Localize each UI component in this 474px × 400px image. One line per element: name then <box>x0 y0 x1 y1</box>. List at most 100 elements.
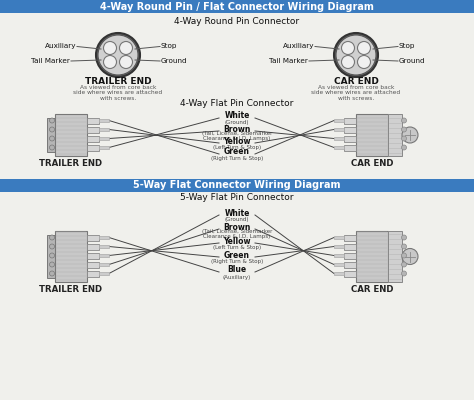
Circle shape <box>49 235 55 240</box>
Text: Green: Green <box>224 250 250 260</box>
Circle shape <box>401 118 407 123</box>
Bar <box>344 126 356 132</box>
Bar <box>334 128 344 131</box>
Bar <box>356 114 388 156</box>
Text: (Right Turn & Stop): (Right Turn & Stop) <box>211 260 263 264</box>
Bar <box>344 270 356 276</box>
Circle shape <box>402 127 418 143</box>
Text: CAR END: CAR END <box>351 286 393 294</box>
Text: As viewed from core back
side where wires are attached
with screws.: As viewed from core back side where wire… <box>311 85 401 101</box>
Bar <box>334 137 344 140</box>
Text: (Auxiliary): (Auxiliary) <box>223 274 251 280</box>
Text: 4-Way Round Pin Connector: 4-Way Round Pin Connector <box>174 18 300 26</box>
Bar <box>334 254 344 257</box>
Text: Ground: Ground <box>161 58 188 64</box>
Text: (Ground): (Ground) <box>225 218 249 222</box>
Circle shape <box>402 248 418 264</box>
Circle shape <box>401 145 407 150</box>
Bar <box>99 272 109 275</box>
Circle shape <box>336 35 376 75</box>
Text: (Tail, License, Sidemarker
Clearance & I.D. Lamps): (Tail, License, Sidemarker Clearance & I… <box>202 130 272 141</box>
Circle shape <box>49 244 55 249</box>
Text: Yellow: Yellow <box>223 136 251 146</box>
Text: Stop: Stop <box>399 43 416 49</box>
Bar <box>99 245 109 248</box>
Text: As viewed from core back
side where wires are attached
with screws.: As viewed from core back side where wire… <box>73 85 163 101</box>
Text: CAR END: CAR END <box>351 160 393 168</box>
Bar <box>87 136 99 142</box>
Circle shape <box>334 33 378 77</box>
Text: (Ground): (Ground) <box>225 120 249 125</box>
Bar <box>99 254 109 257</box>
Circle shape <box>96 33 140 77</box>
Text: Tail Marker: Tail Marker <box>269 58 308 64</box>
Circle shape <box>49 271 55 276</box>
Text: White: White <box>224 112 250 120</box>
Circle shape <box>357 56 371 68</box>
Text: TRAILER END: TRAILER END <box>39 160 102 168</box>
Bar <box>87 244 99 250</box>
Bar <box>99 137 109 140</box>
Bar <box>334 272 344 275</box>
Bar <box>87 262 99 268</box>
Bar <box>55 114 87 156</box>
Circle shape <box>401 262 407 267</box>
Circle shape <box>401 271 407 276</box>
Circle shape <box>49 118 55 123</box>
Circle shape <box>401 244 407 249</box>
Text: CAR END: CAR END <box>334 78 378 86</box>
Bar <box>87 270 99 276</box>
Bar <box>344 244 356 250</box>
Circle shape <box>357 42 371 54</box>
Bar <box>388 231 402 282</box>
Text: Brown: Brown <box>223 124 251 134</box>
Circle shape <box>49 253 55 258</box>
Circle shape <box>49 136 55 141</box>
Text: Auxiliary: Auxiliary <box>45 43 76 49</box>
Circle shape <box>341 56 355 68</box>
Bar <box>87 118 99 124</box>
Bar <box>344 262 356 268</box>
Text: Stop: Stop <box>161 43 177 49</box>
Circle shape <box>103 56 117 68</box>
Text: (Left Turn & Stop): (Left Turn & Stop) <box>213 145 261 150</box>
Text: Tail Marker: Tail Marker <box>31 58 70 64</box>
Text: 4-Way Round Pin / Flat Connector Wiring Diagram: 4-Way Round Pin / Flat Connector Wiring … <box>100 2 374 12</box>
Bar <box>87 252 99 258</box>
Bar <box>334 263 344 266</box>
Text: TRAILER END: TRAILER END <box>85 78 151 86</box>
Circle shape <box>49 127 55 132</box>
Text: 5-Way Flat Pin Connector: 5-Way Flat Pin Connector <box>180 192 294 202</box>
Bar <box>334 245 344 248</box>
Text: (Tail, License, Sidemarker
Clearance & I.D. Lamps): (Tail, License, Sidemarker Clearance & I… <box>202 228 272 239</box>
Circle shape <box>49 145 55 150</box>
Bar <box>0 179 474 192</box>
Text: White: White <box>224 208 250 218</box>
Bar <box>99 146 109 149</box>
Bar <box>87 234 99 240</box>
Bar <box>356 231 388 282</box>
Bar <box>344 234 356 240</box>
Circle shape <box>119 42 133 54</box>
Text: Auxiliary: Auxiliary <box>283 43 314 49</box>
Text: Ground: Ground <box>399 58 426 64</box>
Circle shape <box>341 42 355 54</box>
Circle shape <box>401 253 407 258</box>
Bar <box>0 0 474 13</box>
Circle shape <box>103 42 117 54</box>
Bar <box>99 263 109 266</box>
Text: 4-Way Flat Pin Connector: 4-Way Flat Pin Connector <box>180 100 294 108</box>
Text: TRAILER END: TRAILER END <box>39 286 102 294</box>
Circle shape <box>98 35 138 75</box>
Text: Blue: Blue <box>228 266 246 274</box>
Bar <box>99 119 109 122</box>
Bar <box>388 114 402 156</box>
Bar <box>87 144 99 150</box>
Text: Yellow: Yellow <box>223 236 251 246</box>
Bar <box>99 236 109 239</box>
Bar <box>334 236 344 239</box>
Bar <box>99 128 109 131</box>
Bar <box>334 119 344 122</box>
Bar <box>334 146 344 149</box>
Text: (Left Turn & Stop): (Left Turn & Stop) <box>213 246 261 250</box>
